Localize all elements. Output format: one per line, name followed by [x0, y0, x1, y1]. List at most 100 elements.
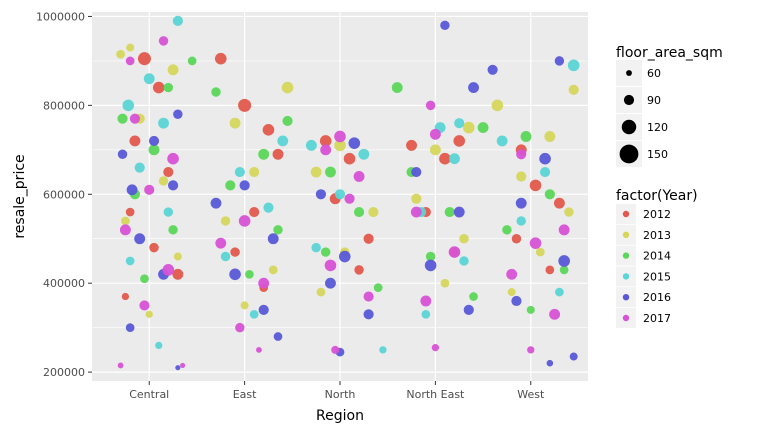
size-legend-title: floor_area_sqm [616, 45, 723, 61]
size-legend-symbol [626, 70, 632, 76]
data-point-2015 [305, 139, 317, 151]
data-point-2013 [334, 139, 346, 152]
data-point-2017 [529, 237, 542, 249]
data-point-2016 [273, 332, 283, 341]
data-point-2014 [140, 274, 149, 284]
x-tick-label: North East [406, 388, 465, 401]
color-legend-label: 2017 [643, 312, 671, 325]
data-point-2017 [129, 113, 141, 124]
data-point-2017 [125, 56, 135, 66]
data-point-2012 [163, 166, 174, 178]
data-point-2016 [167, 180, 179, 191]
data-point-2016 [468, 82, 479, 94]
data-point-2014 [325, 166, 336, 178]
data-point-2014 [391, 82, 403, 94]
data-point-2016 [558, 255, 570, 267]
data-point-2016 [267, 233, 279, 245]
data-point-2016 [515, 197, 527, 209]
data-point-2015 [122, 99, 135, 112]
data-point-2017 [158, 36, 169, 46]
data-point-2012 [553, 197, 565, 209]
data-point-2014 [225, 180, 236, 191]
data-point-2015 [379, 346, 387, 354]
data-point-2016 [569, 352, 578, 361]
data-point-2016 [173, 109, 183, 119]
size-legend-symbol [623, 94, 635, 106]
data-point-2017 [425, 100, 436, 111]
data-point-2013 [459, 234, 469, 244]
data-point-2013 [229, 117, 241, 129]
data-point-2012 [511, 234, 522, 244]
data-point-2017 [256, 346, 262, 353]
data-point-2015 [459, 256, 469, 266]
data-point-2013 [316, 287, 326, 297]
data-point-2013 [220, 216, 231, 226]
data-point-2015 [220, 251, 231, 262]
data-point-2014 [353, 206, 365, 218]
data-point-2017 [180, 362, 186, 368]
data-point-2015 [496, 135, 508, 147]
data-point-2013 [516, 171, 527, 182]
data-point-2017 [558, 224, 570, 236]
data-point-2012 [262, 124, 275, 136]
data-point-2017 [238, 215, 251, 227]
data-point-2015 [143, 73, 155, 85]
data-point-2012 [272, 148, 284, 160]
data-point-2017 [144, 184, 155, 195]
data-point-2014 [477, 122, 489, 134]
data-point-2015 [449, 153, 460, 165]
data-point-2016 [411, 166, 422, 178]
data-point-2016 [453, 206, 465, 218]
data-point-2012 [129, 135, 141, 147]
data-point-2015 [334, 189, 346, 200]
data-point-2017 [331, 345, 340, 354]
data-point-2012 [363, 233, 374, 244]
data-point-2016 [348, 137, 361, 149]
data-point-2016 [487, 64, 498, 75]
data-point-2013 [268, 265, 278, 275]
color-legend-label: 2014 [643, 250, 671, 263]
x-tick-label: Central [129, 388, 169, 401]
data-point-2014 [245, 269, 254, 279]
data-point-2015 [454, 118, 465, 129]
data-point-2015 [358, 148, 370, 160]
data-point-2013 [368, 206, 379, 218]
data-point-2012 [149, 242, 159, 253]
data-point-2016 [440, 20, 450, 31]
size-legend-symbol [621, 119, 637, 135]
data-point-2017 [215, 237, 227, 249]
data-point-2013 [310, 166, 322, 178]
data-point-2013 [116, 49, 125, 59]
data-point-2017 [527, 346, 535, 354]
data-point-2015 [311, 242, 321, 253]
size-legend-label: 120 [647, 121, 668, 134]
y-axis: 200000 400000 600000 800000 1000000 [36, 10, 92, 379]
data-point-2015 [163, 207, 174, 217]
data-point-2015 [539, 166, 551, 178]
y-tick-label: 200000 [43, 366, 85, 379]
grid-lines [92, 12, 588, 381]
data-point-2016 [511, 295, 522, 307]
data-point-2016 [363, 309, 374, 320]
data-point-2016 [175, 365, 181, 371]
data-point-2014 [373, 283, 383, 292]
data-point-2014 [502, 225, 512, 235]
data-point-2015 [567, 59, 580, 72]
x-axis: Central East North North East West [129, 381, 545, 401]
data-point-2013 [568, 84, 579, 95]
data-point-2017 [320, 144, 332, 156]
color-legend-swatch [622, 210, 630, 218]
data-point-2012 [545, 265, 555, 275]
data-point-2014 [117, 113, 128, 124]
data-point-2017 [549, 308, 561, 320]
color-legend-label: 2012 [643, 208, 671, 221]
data-point-2013 [281, 81, 294, 94]
data-point-2015 [516, 216, 526, 226]
data-point-2015 [172, 15, 183, 26]
data-point-2013 [507, 288, 516, 297]
color-legend-label: 2013 [643, 229, 671, 242]
data-point-2014 [444, 206, 455, 218]
data-point-2016 [117, 149, 128, 159]
data-point-2013 [564, 207, 574, 217]
